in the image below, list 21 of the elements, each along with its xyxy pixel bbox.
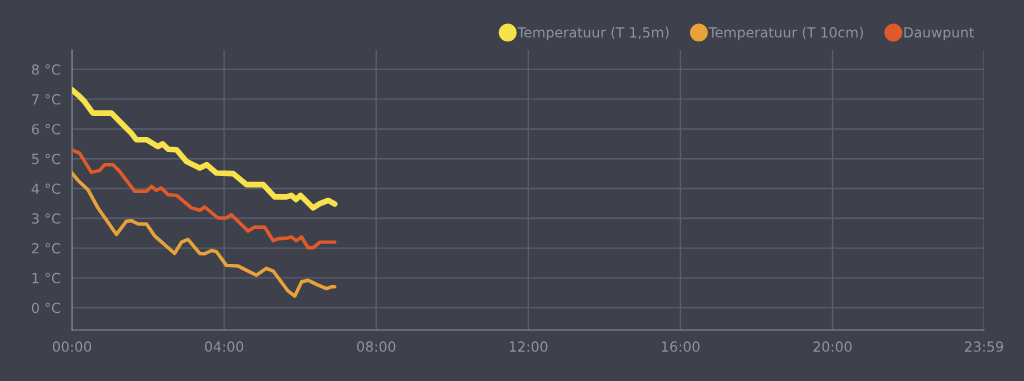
y-tick-label: 1 °C <box>32 272 61 284</box>
line-series <box>72 148 337 250</box>
y-tick-label: 8 °C <box>31 64 61 75</box>
legend-label: Temperatuur (T 1,5m) <box>517 26 669 41</box>
line-series <box>72 171 337 298</box>
legend-label: Dauwpunt <box>904 27 974 41</box>
x-tick-label: 16:00 <box>661 341 700 352</box>
x-tick-label: 08:00 <box>357 341 396 352</box>
y-tick-label: 2 °C <box>32 243 61 254</box>
x-tick-label: 04:00 <box>205 341 244 352</box>
x-tick-label: 23:59 <box>965 341 1004 352</box>
x-tick-label: 00:00 <box>52 341 92 352</box>
y-tick-label: 7 °C <box>32 94 61 105</box>
x-tick-label: 20:00 <box>813 341 852 352</box>
x-tick-label: 12:00 <box>509 341 548 352</box>
legend-label: Temperatuur (T 10cm) <box>708 26 863 41</box>
y-tick-label: 5 °C <box>32 153 61 165</box>
y-tick-label: 6 °C <box>31 123 61 135</box>
y-tick-label: 4 °C <box>31 183 61 194</box>
y-tick-label: 0 °C <box>31 302 61 314</box>
y-tick-label: 3 °C <box>32 213 61 224</box>
